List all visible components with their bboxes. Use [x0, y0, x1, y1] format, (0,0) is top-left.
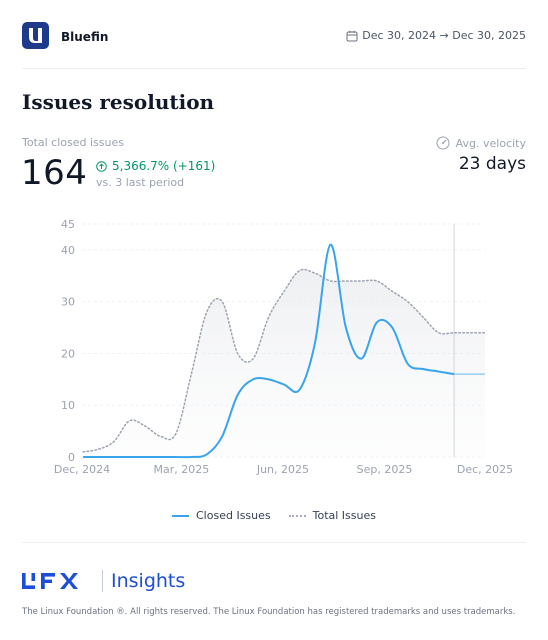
x-tick-label: Dec, 2024 [54, 463, 110, 476]
x-tick-label: Dec, 2025 [457, 463, 513, 476]
header: Bluefin Dec 30, 2024 → Dec 30, 2025 [22, 20, 526, 52]
y-tick-label: 40 [61, 244, 75, 257]
date-range-picker[interactable]: Dec 30, 2024 → Dec 30, 2025 [346, 29, 526, 42]
legend-swatch-total [288, 514, 306, 517]
footer-divider [22, 542, 526, 543]
velocity-label: Avg. velocity [455, 136, 526, 150]
kpi-change: 5,366.7% (+161) [96, 159, 215, 173]
legend-label-total: Total Issues [312, 509, 376, 522]
series-line-closed-issues [83, 243, 455, 459]
date-range-label: Dec 30, 2024 → Dec 30, 2025 [362, 29, 526, 42]
kpi-value: 164 [21, 153, 88, 193]
y-tick-label: 45 [61, 218, 75, 231]
x-tick-label: Mar, 2025 [153, 463, 209, 476]
gauge-icon [436, 136, 450, 150]
legend-total-issues[interactable]: Total Issues [288, 509, 376, 522]
app-name[interactable]: Bluefin [61, 30, 109, 44]
lfx-product-name: Insights [111, 570, 186, 592]
y-tick-label: 10 [61, 399, 75, 412]
kpi-change-value: 5,366.7% (+161) [112, 159, 216, 173]
y-tick-label: 0 [68, 451, 75, 464]
x-tick-label: Jun, 2025 [256, 463, 309, 476]
kpi-comparison: vs. 3 last period [96, 176, 185, 189]
issues-chart: 0 10 20 30 40 45 Dec, 2024 Mar, 2025 Jun, 2025 Se… [54, 218, 513, 476]
lfx-insights-logo[interactable]: Insights [22, 570, 185, 592]
header-divider [22, 68, 526, 69]
legend-closed-issues[interactable]: Closed Issues [172, 509, 271, 522]
total-issues-area [83, 269, 485, 457]
legend-label-closed: Closed Issues [196, 509, 271, 522]
y-tick-label: 30 [61, 296, 75, 309]
legend-swatch-closed [172, 514, 189, 517]
lfx-logo-icon [22, 573, 78, 589]
widget-title: Issues resolution [22, 90, 215, 114]
calendar-icon [346, 30, 358, 41]
bluefin-logo[interactable] [22, 22, 49, 49]
kpi-label: Total closed issues [22, 136, 124, 149]
series-line-total-issues [82, 268, 486, 453]
velocity-label-row: Avg. velocity [436, 136, 526, 150]
copyright-text: The Linux Foundation ®. All rights reser… [22, 607, 516, 617]
x-tick-label: Sep, 2025 [357, 463, 413, 476]
lfx-separator [102, 570, 103, 592]
velocity-value: 23 days [458, 154, 526, 174]
y-tick-label: 20 [61, 347, 75, 360]
arrow-up-circle-icon [96, 160, 107, 172]
bluefin-logo-icon [29, 28, 42, 43]
chart-legend: Closed Issues Total Issues [0, 509, 548, 522]
